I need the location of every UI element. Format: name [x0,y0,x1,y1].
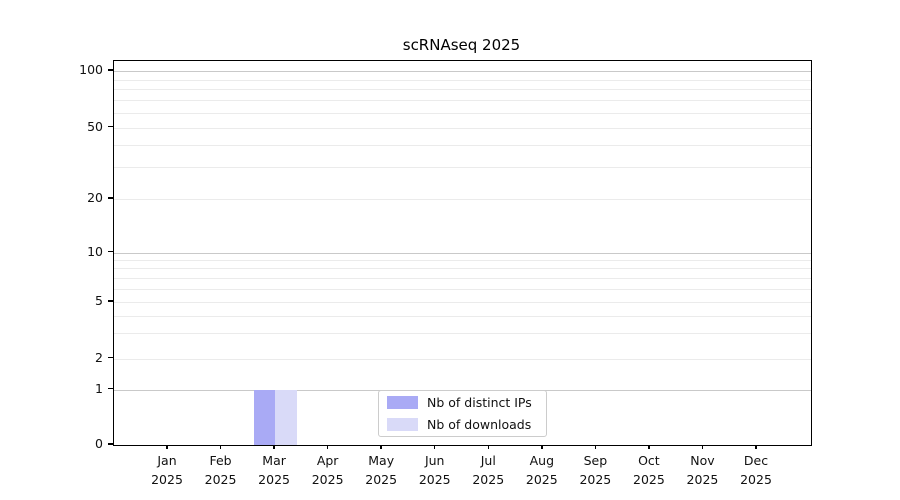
y-tick-mark [108,387,113,390]
minor-gridline [114,260,811,262]
x-tick-label: May 2025 [349,451,413,489]
x-tick-label: Oct 2025 [617,451,681,489]
x-tick-label: Jan 2025 [135,451,199,489]
x-tick-mark [648,445,650,449]
legend-label-distinct-ips: Nb of distinct IPs [427,395,532,410]
legend-swatch-distinct-ips [387,396,418,409]
bar-distinct-ips [253,389,276,445]
x-tick-mark [755,445,757,449]
x-tick-year: 2025 [204,472,237,487]
x-tick-label: Mar 2025 [242,451,306,489]
y-tick-label: 5 [95,293,103,308]
minor-gridline [114,167,811,169]
y-tick-mark [108,356,113,359]
minor-gridline [114,112,811,114]
x-tick-year: 2025 [633,472,665,487]
major-gridline [114,252,811,254]
x-tick-year: 2025 [525,472,558,487]
minor-gridline [114,315,811,317]
minor-gridline [114,100,811,102]
x-tick-year: 2025 [365,472,398,487]
x-tick-label: Sep 2025 [563,451,627,489]
x-tick-mark [219,445,222,449]
x-tick-label: Nov 2025 [670,451,734,489]
x-tick-year: 2025 [579,472,612,487]
y-tick-mark [108,443,113,445]
minor-gridline [114,277,811,279]
minor-gridline [114,288,811,290]
x-tick-label: Jun 2025 [403,451,467,489]
x-tick-year: 2025 [151,472,183,487]
y-tick-mark [108,125,113,128]
x-tick-mark [541,445,543,449]
x-tick-year: 2025 [472,472,505,487]
x-tick-mark [701,445,704,449]
x-tick-mark [273,445,275,449]
y-tick-label: 10 [87,243,103,259]
legend-item-downloads: Nb of downloads [387,417,538,432]
legend-swatch-downloads [387,418,418,431]
minor-gridline [114,144,811,146]
minor-gridline [114,127,811,129]
plot-area [113,60,812,446]
minor-gridline [114,89,811,91]
y-tick-mark [108,197,113,199]
y-tick-label: 1 [95,380,103,396]
bar-downloads [275,389,297,445]
major-gridline [114,71,811,72]
y-tick-mark [108,69,113,71]
x-tick-label: Jul 2025 [456,451,520,489]
minor-gridline [114,268,811,270]
y-tick-label: 0 [95,436,103,451]
x-tick-mark [594,445,597,449]
minor-gridline [114,358,811,360]
y-tick-label: 20 [87,190,103,205]
x-tick-mark [487,445,489,449]
y-tick-label: 2 [95,349,103,365]
x-tick-label: Dec 2025 [724,451,788,489]
legend: Nb of distinct IPs Nb of downloads [378,390,547,437]
x-tick-mark [434,445,436,449]
x-tick-label: Feb 2025 [189,451,253,489]
y-tick-mark [108,250,113,253]
minor-gridline [114,302,811,303]
minor-gridline [114,333,811,335]
y-tick-mark [108,300,113,302]
y-tick-label: 100 [79,62,103,77]
x-tick-mark [166,445,168,449]
x-tick-year: 2025 [418,472,451,487]
y-tick-label: 50 [87,118,103,134]
minor-gridline [114,199,811,200]
x-tick-year: 2025 [258,472,290,487]
legend-label-downloads: Nb of downloads [427,417,532,432]
x-tick-year: 2025 [311,472,344,487]
minor-gridline [114,79,811,81]
x-tick-label: Aug 2025 [510,451,574,489]
x-tick-label: Apr 2025 [296,451,360,489]
x-tick-year: 2025 [686,472,719,487]
chart-title: scRNAseq 2025 [402,36,521,54]
x-tick-mark [326,445,329,449]
x-tick-year: 2025 [740,472,772,487]
legend-item-distinct-ips: Nb of distinct IPs [387,395,538,410]
x-tick-mark [380,445,382,449]
